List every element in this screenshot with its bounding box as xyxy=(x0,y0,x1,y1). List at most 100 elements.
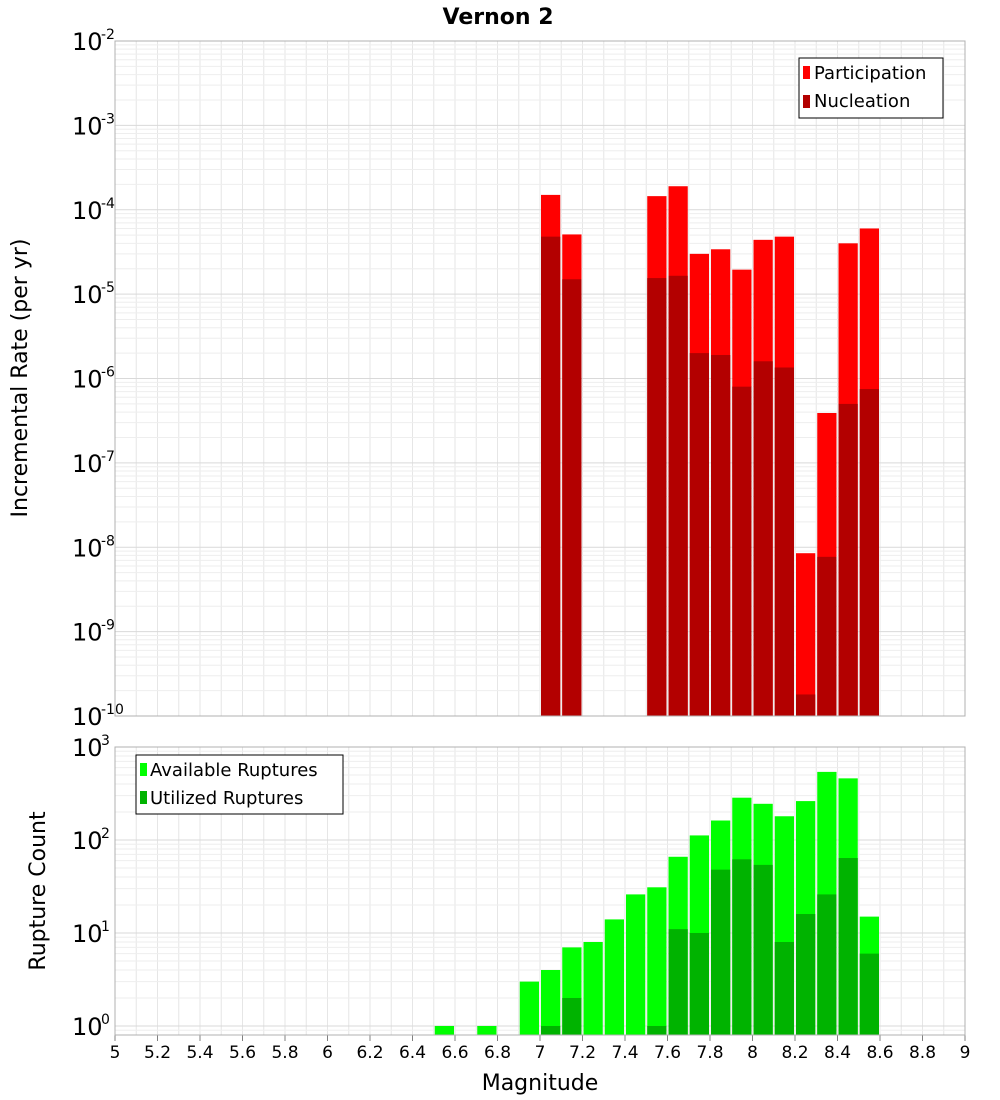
legend-label-nucleation: Nucleation xyxy=(814,91,910,112)
top-y-tick: 10-10 xyxy=(72,702,124,731)
legend-label-available: Available Ruptures xyxy=(150,760,318,781)
x-tick-label: 5.4 xyxy=(186,1043,213,1063)
y-tick-base: 10 xyxy=(72,827,103,855)
y-tick-base: 10 xyxy=(72,920,103,948)
y-tick-exponent: -10 xyxy=(101,702,124,718)
top-y-tick: 10-4 xyxy=(72,196,115,225)
bottom-y-tick: 100 xyxy=(72,1012,110,1041)
chart-title: Vernon 2 xyxy=(443,5,554,30)
y-tick-base: 10 xyxy=(72,534,103,562)
y-tick-base: 10 xyxy=(72,366,103,394)
bar-nucleation xyxy=(647,278,667,716)
bar-utilized xyxy=(796,914,816,1035)
top-y-tick: 10-3 xyxy=(72,111,115,140)
y-tick-base: 10 xyxy=(72,28,103,56)
top-bars xyxy=(541,186,879,717)
bar-nucleation xyxy=(711,354,731,716)
top-legend-box xyxy=(798,57,944,119)
bar-nucleation xyxy=(859,389,879,716)
top-y-tick: 10-6 xyxy=(72,365,115,394)
bottom-legend-box xyxy=(135,754,344,815)
x-tick-label: 6.8 xyxy=(484,1043,511,1063)
bar-utilized xyxy=(774,942,794,1035)
bar-nucleation xyxy=(774,367,794,716)
x-tick-label: 7.6 xyxy=(654,1043,681,1063)
legend-label-participation: Participation xyxy=(814,63,926,84)
y-tick-base: 10 xyxy=(72,281,103,309)
y-tick-exponent: -9 xyxy=(101,618,115,634)
bar-available xyxy=(626,894,646,1035)
bar-utilized xyxy=(689,932,709,1035)
y-tick-base: 10 xyxy=(72,619,103,647)
y-tick-base: 10 xyxy=(72,1013,103,1041)
top-gridlines xyxy=(114,41,966,717)
x-tick-label: 8.4 xyxy=(824,1043,851,1063)
legend-label-utilized: Utilized Ruptures xyxy=(150,788,303,809)
y-tick-base: 10 xyxy=(72,703,103,731)
bar-nucleation xyxy=(562,279,582,716)
bar-available xyxy=(434,1025,454,1035)
top-y-tick: 10-9 xyxy=(72,618,115,647)
bar-nucleation xyxy=(817,556,837,716)
x-tick-label: 6.6 xyxy=(441,1043,468,1063)
x-tick-label: 7.8 xyxy=(696,1043,723,1063)
bar-available xyxy=(477,1025,497,1035)
bar-utilized xyxy=(859,953,879,1035)
y-tick-exponent: 0 xyxy=(101,1012,110,1028)
bottom-y-tick: 103 xyxy=(72,733,110,762)
top-legend: Participation Nucleation xyxy=(798,57,944,119)
bar-utilized xyxy=(711,869,731,1035)
bar-nucleation xyxy=(668,275,688,716)
x-tick-label: 6.2 xyxy=(356,1043,383,1063)
bar-available xyxy=(647,887,667,1035)
legend-swatch-available xyxy=(140,763,147,776)
y-tick-base: 10 xyxy=(72,112,103,140)
y-tick-exponent: -4 xyxy=(101,196,115,212)
legend-swatch-nucleation xyxy=(803,95,810,108)
top-plot-border xyxy=(114,40,966,717)
x-tick-label: 8.8 xyxy=(909,1043,936,1063)
legend-swatch-participation xyxy=(803,66,810,79)
bar-nucleation xyxy=(732,386,752,716)
y-tick-base: 10 xyxy=(72,734,103,762)
bar-participation xyxy=(796,553,816,716)
legend-swatch-utilized xyxy=(140,791,147,804)
x-tick-label: 8.2 xyxy=(781,1043,808,1063)
x-tick-label: 5.8 xyxy=(271,1043,298,1063)
top-y-tick: 10-8 xyxy=(72,533,115,562)
bar-available xyxy=(583,942,603,1035)
bottom-y-tick: 101 xyxy=(72,919,110,948)
bar-nucleation xyxy=(838,403,858,716)
x-tick-label: 5.2 xyxy=(144,1043,171,1063)
y-tick-exponent: -6 xyxy=(101,365,115,381)
x-tick-label: 7.4 xyxy=(611,1043,638,1063)
bar-utilized xyxy=(562,997,582,1035)
x-tick-label: 6.4 xyxy=(399,1043,426,1063)
bar-nucleation xyxy=(796,694,816,716)
bottom-bars xyxy=(434,771,879,1035)
bar-nucleation xyxy=(689,353,709,716)
bar-available xyxy=(519,981,539,1035)
bar-available xyxy=(541,969,561,1035)
bar-available xyxy=(604,919,624,1035)
bar-utilized xyxy=(838,858,858,1035)
y-tick-base: 10 xyxy=(72,450,103,478)
bar-utilized xyxy=(668,929,688,1035)
x-ticks: 5 5.2 5.4 5.6 5.8 6 6.2 6.4 6.6 6.8 7 7.2 7.4 7.6 7.8 8… xyxy=(110,1035,970,1063)
bottom-plot-border xyxy=(114,746,966,1036)
bar-utilized xyxy=(817,894,837,1035)
y-tick-base: 10 xyxy=(72,197,103,225)
x-tick-label: 7 xyxy=(535,1043,546,1063)
bar-utilized xyxy=(732,859,752,1035)
y-tick-exponent: 1 xyxy=(101,919,110,935)
x-axis-label: Magnitude xyxy=(482,1071,599,1096)
top-y-axis-label: Incremental Rate (per yr) xyxy=(8,239,33,518)
y-tick-exponent: -7 xyxy=(101,449,115,465)
x-tick-label: 8 xyxy=(747,1043,758,1063)
y-tick-exponent: 2 xyxy=(101,826,110,842)
